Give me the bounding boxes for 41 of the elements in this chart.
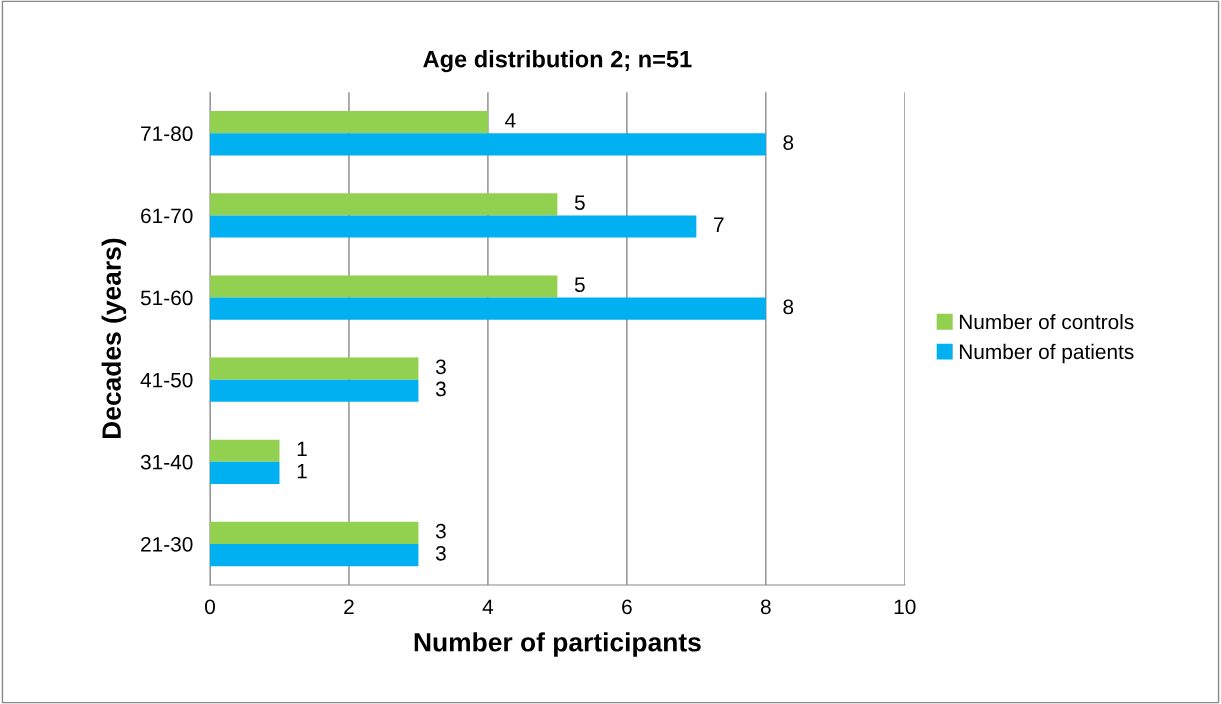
y-tick-label: 61-70: [141, 208, 193, 224]
x-tick-label: 0: [205, 599, 215, 615]
y-tick-label: 31-40: [140, 454, 193, 470]
bar: [210, 111, 488, 134]
data-label: 4: [505, 113, 516, 128]
data-label: 5: [574, 277, 585, 293]
y-tick-label: 71-80: [141, 126, 193, 142]
data-label: 8: [783, 299, 794, 315]
bar: [210, 543, 419, 567]
x-tick-label: 6: [622, 599, 632, 615]
bar: [210, 133, 766, 156]
data-label: 3: [435, 545, 446, 561]
bar: [210, 357, 419, 380]
bar: [210, 193, 558, 216]
data-label: 1: [297, 463, 307, 479]
bar: [210, 215, 697, 238]
y-tick-label: 41-50: [140, 372, 193, 388]
bar: [210, 521, 419, 544]
bar: [210, 297, 766, 320]
x-tick-label: 4: [482, 599, 494, 615]
x-tick-label: 8: [760, 599, 771, 615]
data-label: 5: [574, 195, 585, 210]
chart-title: Age distribution 2; n=51: [423, 50, 692, 73]
y-tick-label: 21-30: [141, 536, 193, 552]
data-label: 8: [783, 135, 794, 150]
x-axis-title: Number of participants: [414, 632, 701, 657]
bar: [210, 379, 419, 402]
y-tick-label: 51-60: [140, 290, 193, 306]
y-axis-title: Decades (years): [101, 238, 127, 439]
data-label: 3: [435, 523, 446, 539]
legend-label: Number of controls: [959, 314, 1134, 330]
x-tick-label: 2: [344, 599, 354, 615]
legend-label: Number of patients: [959, 343, 1134, 364]
x-tick-label: 10: [894, 599, 916, 615]
data-label: 7: [714, 217, 724, 232]
data-label: 3: [435, 359, 446, 375]
data-label: 3: [435, 381, 446, 397]
bar: [210, 275, 558, 298]
bar: [210, 461, 280, 484]
bar: [210, 439, 280, 462]
data-label: 1: [297, 441, 307, 457]
